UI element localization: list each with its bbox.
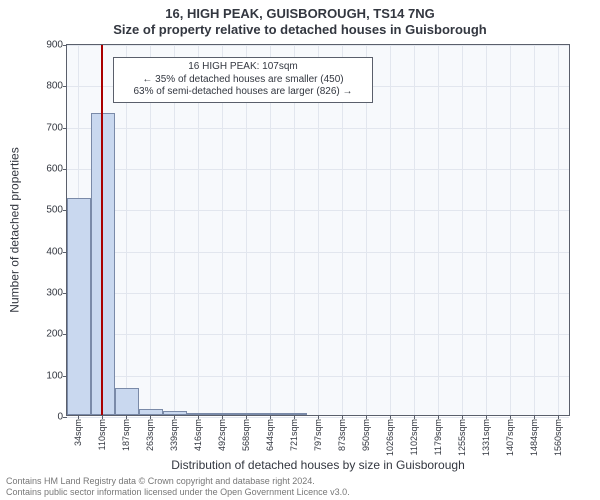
chart-title-line1: 16, HIGH PEAK, GUISBOROUGH, TS14 7NG <box>0 6 600 21</box>
xtick-label: 34sqm <box>73 419 83 446</box>
x-axis-label: Distribution of detached houses by size … <box>66 458 570 472</box>
chart-title-line2: Size of property relative to detached ho… <box>0 22 600 37</box>
gridline-v <box>486 45 487 415</box>
histogram-bar <box>115 388 139 415</box>
histogram-bar <box>211 413 235 415</box>
ytick-label: 0 <box>57 412 63 423</box>
xtick-label: 263sqm <box>145 419 155 451</box>
property-marker-line <box>101 45 103 415</box>
xtick-label: 1560sqm <box>553 419 563 456</box>
gridline-v <box>390 45 391 415</box>
xtick-label: 797sqm <box>313 419 323 451</box>
xtick-label: 416sqm <box>193 419 203 451</box>
gridline-v <box>438 45 439 415</box>
ytick-label: 700 <box>46 122 63 133</box>
xtick-label: 1331sqm <box>481 419 491 456</box>
ytick-label: 200 <box>46 329 63 340</box>
xtick-label: 110sqm <box>97 419 107 450</box>
ytick-label: 600 <box>46 164 63 175</box>
xtick-label: 492sqm <box>217 419 227 451</box>
ytick-label: 900 <box>46 40 63 51</box>
ytick-label: 800 <box>46 81 63 92</box>
xtick-label: 1179sqm <box>433 419 443 455</box>
xtick-label: 339sqm <box>169 419 179 451</box>
xtick-label: 187sqm <box>121 419 131 451</box>
histogram-bar <box>283 413 307 415</box>
y-axis-label: Number of detached properties <box>8 44 22 416</box>
annotation-line2: ← 35% of detached houses are smaller (45… <box>120 74 366 87</box>
ytick-mark <box>63 417 67 418</box>
chart-container: 16, HIGH PEAK, GUISBOROUGH, TS14 7NG Siz… <box>0 0 600 500</box>
histogram-bar <box>139 409 163 415</box>
xtick-label: 644sqm <box>265 419 275 451</box>
histogram-bar <box>163 411 187 415</box>
ytick-mark <box>63 45 67 46</box>
annotation-line1: 16 HIGH PEAK: 107sqm <box>120 61 366 74</box>
histogram-bar <box>259 413 283 415</box>
ytick-label: 500 <box>46 205 63 216</box>
ytick-label: 100 <box>46 370 63 381</box>
ytick-label: 300 <box>46 288 63 299</box>
ytick-label: 400 <box>46 246 63 257</box>
gridline-v <box>558 45 559 415</box>
xtick-label: 1255sqm <box>457 419 467 456</box>
footer-line2: Contains public sector information licen… <box>6 487 594 498</box>
xtick-label: 1026sqm <box>385 419 395 456</box>
histogram-bar <box>187 413 211 415</box>
histogram-bar <box>67 198 91 415</box>
annotation-box: 16 HIGH PEAK: 107sqm← 35% of detached ho… <box>113 57 373 103</box>
xtick-label: 1484sqm <box>529 419 539 456</box>
xtick-label: 950sqm <box>361 419 371 451</box>
annotation-line3: 63% of semi-detached houses are larger (… <box>120 86 366 99</box>
xtick-label: 873sqm <box>337 419 347 451</box>
xtick-label: 721sqm <box>289 419 299 451</box>
plot-area: 010020030040050060070080090034sqm110sqm1… <box>66 44 570 416</box>
xtick-label: 1102sqm <box>409 419 419 455</box>
gridline-v <box>510 45 511 415</box>
ytick-mark <box>63 169 67 170</box>
ytick-mark <box>63 86 67 87</box>
xtick-label: 1407sqm <box>505 419 515 456</box>
footer-line1: Contains HM Land Registry data © Crown c… <box>6 476 594 487</box>
histogram-bar <box>91 113 115 415</box>
histogram-bar <box>235 413 259 415</box>
ytick-mark <box>63 128 67 129</box>
gridline-v <box>534 45 535 415</box>
footer-attribution: Contains HM Land Registry data © Crown c… <box>0 476 600 499</box>
gridline-v <box>414 45 415 415</box>
gridline-v <box>462 45 463 415</box>
xtick-label: 568sqm <box>241 419 251 451</box>
